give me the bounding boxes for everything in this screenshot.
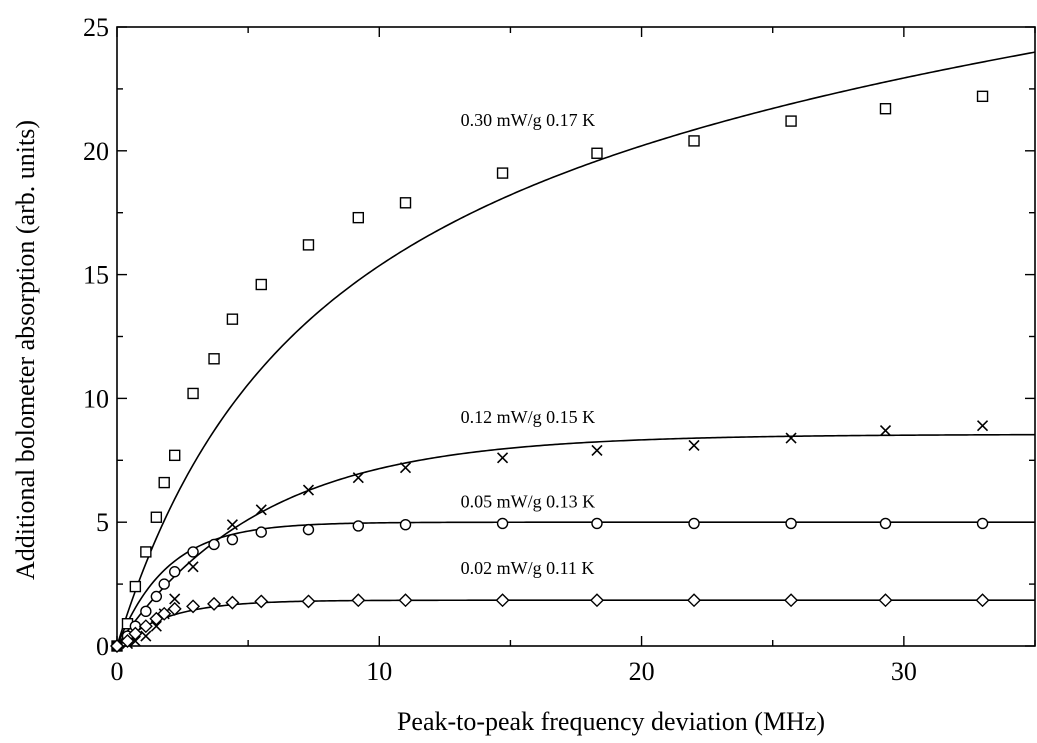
series-label-2: 0.12 mW/g 0.15 K xyxy=(461,407,596,427)
data-point-s2 xyxy=(226,519,238,531)
fit-curves xyxy=(116,51,1036,647)
y-tick-label: 20 xyxy=(83,137,109,166)
data-point-s1 xyxy=(976,90,989,103)
data-point-s2 xyxy=(187,561,199,573)
y-tick-label: 15 xyxy=(83,261,109,290)
data-point-s4 xyxy=(495,593,510,608)
data-point-s2 xyxy=(591,444,603,456)
x-tick-label: 30 xyxy=(891,657,917,686)
data-point-s3 xyxy=(785,517,797,530)
data-point-s4 xyxy=(398,593,413,608)
data-point-s2 xyxy=(879,425,892,437)
data-point-s4 xyxy=(784,593,799,608)
data-point-s4 xyxy=(186,599,201,614)
data-point-s1 xyxy=(226,313,239,325)
y-tick-label: 10 xyxy=(83,384,109,413)
data-point-s2 xyxy=(496,452,509,464)
data-point-s2 xyxy=(302,484,315,496)
x-tick-label: 0 xyxy=(111,657,124,686)
data-point-s1 xyxy=(591,147,603,159)
data-point-s4 xyxy=(207,596,222,611)
x-tick-label: 20 xyxy=(629,657,655,686)
data-point-s3 xyxy=(399,518,412,531)
data-point-s4 xyxy=(687,593,702,608)
data-point-s4 xyxy=(878,593,893,608)
x-tick-label: 10 xyxy=(366,657,392,686)
tick-labels: 0 10 20 30 0 5 10 15 20 25 xyxy=(83,13,917,686)
series-label-3: 0.05 mW/g 0.13 K xyxy=(461,491,596,511)
data-point-s4 xyxy=(138,619,153,634)
data-point-s2 xyxy=(140,630,152,642)
data-point-s3 xyxy=(150,590,163,603)
data-point-s1 xyxy=(688,135,700,147)
series-label-4: 0.02 mW/g 0.11 K xyxy=(461,558,595,578)
y-tick-label: 25 xyxy=(83,13,109,42)
data-point-s1 xyxy=(140,546,152,558)
fit-curve-2 xyxy=(116,433,1035,647)
data-point-s3 xyxy=(255,526,267,538)
data-point-s1 xyxy=(255,278,267,291)
data-point-s3 xyxy=(187,546,199,558)
data-point-s4 xyxy=(975,593,990,608)
data-point-s3 xyxy=(352,520,365,532)
data-point-s1 xyxy=(187,387,199,400)
data-point-s2 xyxy=(399,462,412,474)
data-point-s3 xyxy=(879,517,892,530)
data-point-s3 xyxy=(496,517,509,530)
data-point-s3 xyxy=(976,517,989,530)
data-point-s1 xyxy=(302,239,315,251)
data-point-s4 xyxy=(110,639,124,653)
data-point-s4 xyxy=(225,595,240,610)
data-point-s1 xyxy=(785,115,797,127)
data-point-s3 xyxy=(226,533,239,546)
data-point-s1 xyxy=(496,167,509,179)
data-point-s4 xyxy=(157,606,172,621)
data-point-s4 xyxy=(167,601,182,616)
data-point-s4 xyxy=(254,594,269,609)
data-point-s1 xyxy=(169,449,181,462)
data-point-s2 xyxy=(976,420,989,432)
data-point-s3 xyxy=(591,517,603,530)
data-point-s1 xyxy=(879,103,892,115)
data-point-s4 xyxy=(589,593,604,608)
data-point-s4 xyxy=(128,626,143,641)
data-point-s2 xyxy=(150,620,162,632)
y-tick-label: 0 xyxy=(96,632,109,661)
data-point-s2 xyxy=(352,472,364,484)
data-point-s3 xyxy=(688,517,700,530)
data-point-s4 xyxy=(120,634,135,649)
data-point-s4 xyxy=(351,593,366,608)
data-point-s3 xyxy=(208,538,220,551)
data-point-s3 xyxy=(140,605,152,618)
data-point-s4 xyxy=(301,594,316,609)
data-point-s1 xyxy=(129,580,142,593)
fit-curve-1 xyxy=(116,51,1036,647)
series-annotations: 0.30 mW/g 0.17 K 0.12 mW/g 0.15 K 0.05 mW/… xyxy=(461,110,596,578)
data-point-s2 xyxy=(255,504,267,516)
data-point-s1 xyxy=(158,476,170,489)
data-point-s3 xyxy=(169,566,181,578)
fit-curve-3 xyxy=(116,521,1035,647)
data-point-s1 xyxy=(208,353,220,365)
data-markers xyxy=(110,90,990,653)
data-point-s1 xyxy=(352,211,365,224)
series-label-1: 0.30 mW/g 0.17 K xyxy=(461,110,596,130)
data-point-s2 xyxy=(688,439,700,452)
data-point-s3 xyxy=(158,578,170,590)
x-axis-label: Peak-to-peak frequency deviation (MHz) xyxy=(397,707,825,736)
y-tick-label: 5 xyxy=(96,508,109,537)
data-point-s3 xyxy=(302,523,315,536)
data-point-s1 xyxy=(399,197,412,209)
data-point-s2 xyxy=(169,593,181,605)
data-point-s2 xyxy=(785,432,797,444)
fit-curve-4 xyxy=(116,599,1035,647)
data-point-s1 xyxy=(150,511,163,523)
y-axis-label: Additional bolometer absorption (arb. un… xyxy=(11,120,40,580)
